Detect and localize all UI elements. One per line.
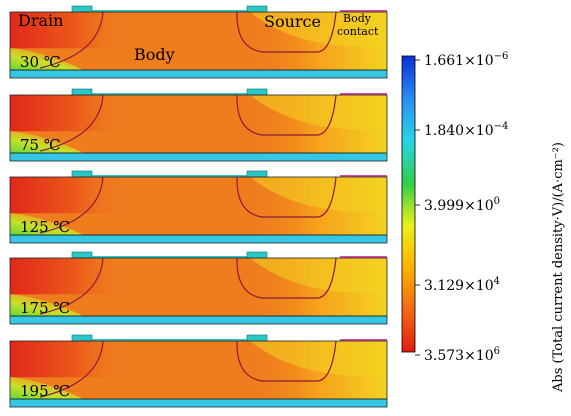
drain-contact bbox=[71, 5, 93, 13]
substrate-strip bbox=[10, 399, 387, 407]
colorbar-tick-times: ×10 bbox=[464, 53, 494, 69]
colorbar-tick-mantissa: 3.129 bbox=[424, 278, 464, 294]
colorbar-tick-times: ×10 bbox=[464, 198, 494, 214]
device-panel: 75 ℃ bbox=[9, 88, 388, 162]
panel-frame bbox=[9, 257, 388, 325]
body-contact-label-line2: contact bbox=[337, 25, 379, 38]
colorbar-tick-mantissa: 3.999 bbox=[424, 198, 464, 214]
temperature-label: 175 ℃ bbox=[20, 299, 70, 317]
body-contact-pad bbox=[340, 256, 387, 258]
device-panel: 175 ℃ bbox=[9, 251, 388, 325]
colorbar-tick-mantissa: 3.573 bbox=[424, 348, 464, 364]
panel-frame bbox=[9, 11, 388, 79]
source-junction-line bbox=[236, 340, 337, 382]
drain-hot-region bbox=[10, 258, 130, 295]
temperature-label: 30 ℃ bbox=[20, 53, 61, 71]
body-contact-label-line1: Body bbox=[343, 12, 372, 25]
source-junction-line bbox=[236, 94, 337, 136]
device-panels: 30 ℃ 75 ℃ 125 ℃ 175 ℃ 195 ℃ bbox=[9, 5, 388, 408]
temperature-label: 125 ℃ bbox=[20, 218, 70, 236]
colorbar-tick-label: 1.661×10−6 bbox=[424, 51, 508, 69]
source-contact bbox=[246, 170, 268, 178]
substrate-strip bbox=[10, 153, 387, 161]
colorbar-tick-label: 3.999×100 bbox=[424, 196, 500, 214]
colorbar-tick-mantissa: 1.661 bbox=[424, 53, 464, 69]
source-yellow-band bbox=[250, 12, 387, 47]
source-yellow-band bbox=[250, 258, 387, 293]
colorbar-tick-exponent: 4 bbox=[494, 276, 500, 287]
device-panel: 30 ℃ bbox=[9, 5, 388, 79]
colorbar-tick-exponent: 6 bbox=[494, 346, 500, 357]
colorbar-tick-times: ×10 bbox=[464, 123, 494, 139]
drain-junction-line bbox=[39, 94, 104, 152]
source-contact bbox=[246, 251, 268, 259]
source-yellow-band bbox=[250, 341, 387, 376]
colorbar-tick-exponent: −6 bbox=[494, 51, 509, 62]
substrate-strip bbox=[10, 235, 387, 243]
source-junction-line bbox=[236, 11, 337, 53]
source-junction-line bbox=[236, 176, 337, 218]
source-yellow-band bbox=[250, 95, 387, 130]
temperature-label: 75 ℃ bbox=[20, 136, 61, 154]
colorbar-tick-times: ×10 bbox=[464, 278, 494, 294]
source-contact bbox=[246, 88, 268, 96]
device-panel: 125 ℃ bbox=[9, 170, 388, 244]
drain-junction-line bbox=[39, 257, 104, 315]
drain-junction-line bbox=[39, 176, 104, 234]
body-contact-pad bbox=[340, 10, 387, 12]
gate-oxide bbox=[92, 339, 247, 341]
colorbar-tick-label: 1.840×10−4 bbox=[424, 121, 508, 139]
colorbar-gradient bbox=[401, 55, 416, 353]
source-yellow-band bbox=[250, 177, 387, 212]
drain-junction-line bbox=[39, 340, 104, 398]
drain-junction-line bbox=[39, 11, 104, 69]
drain-hot-region bbox=[10, 341, 130, 378]
gate-oxide bbox=[92, 10, 247, 12]
colorbar: 1.661×10−61.840×10−43.999×1003.129×1043.… bbox=[401, 51, 566, 393]
drain-contact bbox=[71, 251, 93, 259]
drain-hot-region bbox=[10, 12, 130, 49]
colorbar-tick-exponent: 0 bbox=[494, 196, 500, 207]
body-contact-pad bbox=[340, 339, 387, 341]
source-junction-line bbox=[236, 257, 337, 299]
panel-frame bbox=[9, 340, 388, 408]
substrate-strip bbox=[10, 316, 387, 324]
panel-frame bbox=[9, 176, 388, 244]
drain-hot-region bbox=[10, 95, 130, 132]
source-contact bbox=[246, 334, 268, 342]
colorbar-title: Abs (Total current density·V)/(A·cm⁻²) bbox=[551, 142, 566, 393]
source-label: Source bbox=[264, 12, 321, 31]
colorbar-tick-times: ×10 bbox=[464, 348, 494, 364]
drain-hot-region bbox=[10, 177, 130, 214]
body-contact-pad bbox=[340, 93, 387, 95]
device-panel: 195 ℃ bbox=[9, 334, 388, 408]
body-label: Body bbox=[134, 45, 175, 64]
drain-contact bbox=[71, 170, 93, 178]
colorbar-tick-label: 3.129×104 bbox=[424, 276, 500, 294]
drain-contact bbox=[71, 334, 93, 342]
colorbar-tick-exponent: −4 bbox=[494, 121, 509, 132]
panel-frame bbox=[9, 94, 388, 162]
drain-contact bbox=[71, 88, 93, 96]
temperature-label: 195 ℃ bbox=[20, 382, 70, 400]
colorbar-ticks: 1.661×10−61.840×10−43.999×1003.129×1043.… bbox=[415, 51, 508, 364]
drain-label: Drain bbox=[18, 11, 63, 30]
body-contact-pad bbox=[340, 175, 387, 177]
gate-oxide bbox=[92, 93, 247, 95]
colorbar-tick-mantissa: 1.840 bbox=[424, 123, 464, 139]
gate-oxide bbox=[92, 175, 247, 177]
substrate-strip bbox=[10, 70, 387, 78]
colorbar-tick-label: 3.573×106 bbox=[424, 346, 500, 364]
gate-oxide bbox=[92, 256, 247, 258]
